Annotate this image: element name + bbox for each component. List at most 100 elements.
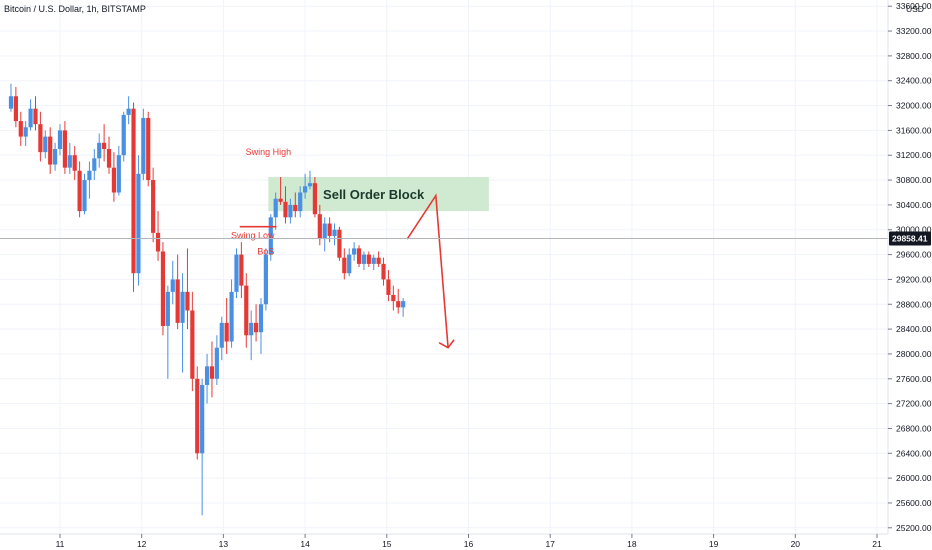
candle-body [381, 263, 386, 280]
candle-body [253, 322, 259, 333]
candle-body [160, 251, 166, 326]
candle-body [170, 279, 175, 292]
candle-body [361, 254, 367, 264]
y-tick-label: 25200.00 [896, 523, 932, 533]
candle-body [195, 378, 200, 454]
candle-body [33, 108, 38, 125]
y-tick-label: 30000.00 [896, 225, 932, 235]
candle-body [8, 96, 14, 109]
y-tick-label: 31200.00 [896, 150, 932, 160]
candle-body [371, 257, 376, 264]
projection-arrow [406, 193, 449, 348]
candle-body [72, 155, 77, 171]
candle-body [239, 254, 244, 286]
candle-body [13, 96, 18, 122]
candle-body [165, 291, 170, 326]
candle-body [82, 180, 87, 212]
y-tick-label: 32000.00 [896, 101, 932, 111]
swing-high-label: Swing High [246, 147, 292, 157]
y-axis[interactable]: 25200.00 25600.00 26000.00 26400.00 26800.00… [887, 0, 932, 534]
candle-body [322, 223, 327, 240]
candle-body [342, 257, 347, 274]
candle-body [327, 223, 332, 236]
x-tick-label: 16 [464, 539, 474, 549]
y-tick-label: 28000.00 [896, 349, 932, 359]
candle-body [214, 347, 219, 379]
y-tick-label: 25600.00 [896, 498, 932, 508]
y-tick-label: 29200.00 [896, 274, 932, 284]
candle-body [185, 291, 190, 311]
candle-body [366, 254, 371, 264]
projection-arrowhead [438, 339, 455, 349]
candle-body [97, 142, 102, 159]
y-tick-label: 30400.00 [896, 200, 932, 210]
candle-body [263, 254, 268, 305]
candle-body [77, 170, 82, 212]
candle-body [146, 117, 151, 181]
candle-body [67, 155, 72, 168]
x-tick-label: 17 [545, 539, 555, 549]
candle-body [43, 136, 48, 153]
annotation-layer: Swing High Swing Low BoS [231, 147, 455, 349]
y-tick-label: 27600.00 [896, 374, 932, 384]
candle-body [62, 130, 68, 168]
y-tick-label: 28400.00 [896, 324, 932, 334]
x-tick-label: 21 [872, 539, 882, 549]
candle-body [244, 285, 249, 336]
candle-body [268, 217, 273, 255]
y-tick-label: 26800.00 [896, 423, 932, 433]
candle-body [234, 254, 239, 292]
candles-layer [8, 83, 406, 516]
y-tick-label: 31600.00 [896, 125, 932, 135]
candle-body [307, 183, 313, 187]
last-price-label: 29858.41 [892, 234, 928, 244]
candle-body [111, 167, 117, 193]
candle-body [18, 121, 23, 137]
candle-body [347, 254, 352, 274]
order-block-label: Sell Order Block [323, 187, 425, 202]
y-tick-label: 30800.00 [896, 175, 932, 185]
candle-body [200, 384, 205, 454]
candle-body [155, 232, 161, 252]
x-axis[interactable]: 11 12 13 14 15 16 17 18 19 20 21 [0, 533, 888, 549]
x-tick-label: 19 [709, 539, 719, 549]
candle-body [229, 291, 234, 342]
candle-body [121, 114, 126, 156]
candle-body [190, 310, 195, 379]
candle-body [396, 301, 401, 308]
y-tick-label: 32400.00 [896, 76, 932, 86]
candle-body [401, 301, 406, 308]
last-price-rect [889, 231, 931, 246]
candle-body [356, 248, 362, 264]
candle-body [136, 173, 141, 274]
candle-body [224, 322, 229, 342]
candle-body [391, 294, 396, 302]
y-tick-label: 26400.00 [896, 448, 932, 458]
swing-low-label: Swing Low [231, 230, 275, 240]
candle-body [48, 136, 53, 165]
candle-body [106, 149, 112, 168]
candle-body [298, 192, 303, 212]
candle-body [126, 108, 131, 115]
x-tick-label: 15 [382, 539, 392, 549]
candle-body [278, 198, 283, 202]
candle-body [180, 291, 185, 323]
candle-body [175, 279, 180, 323]
candle-body [52, 149, 58, 165]
y-tick-label: 26000.00 [896, 473, 932, 483]
candle-body [386, 279, 391, 295]
x-tick-label: 18 [627, 539, 637, 549]
currency-label[interactable]: USD [906, 4, 924, 14]
candle-body [283, 201, 288, 218]
candle-body [204, 366, 210, 385]
candle-body [141, 117, 146, 174]
candle-body [303, 186, 308, 193]
candle-body [376, 257, 381, 264]
candle-body [352, 248, 357, 255]
candle-body [273, 198, 278, 218]
candle-body [337, 229, 342, 258]
candle-body [312, 183, 318, 215]
y-tick-label: 33600.00 [896, 1, 932, 11]
candle-body [258, 304, 264, 333]
